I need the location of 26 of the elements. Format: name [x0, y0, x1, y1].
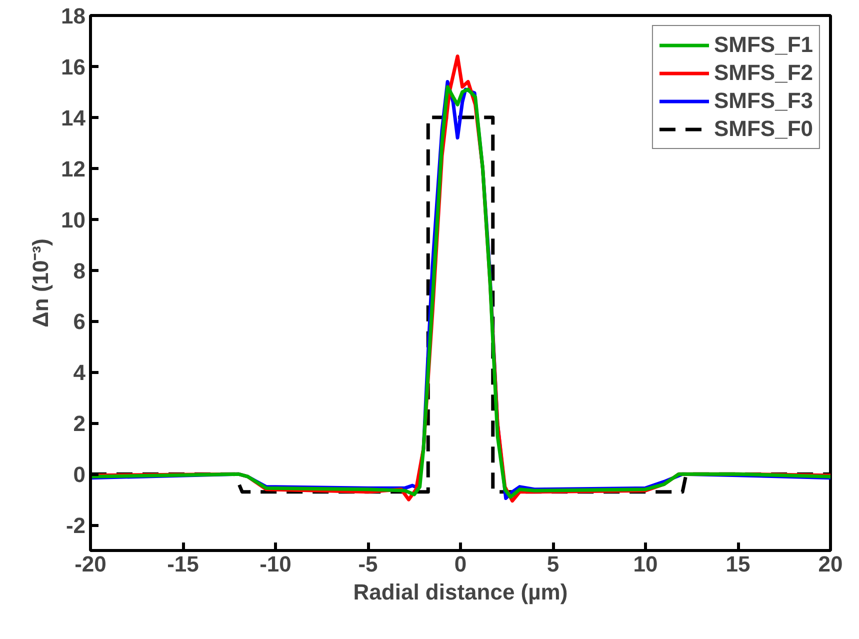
x-tick-label: 5	[546, 552, 560, 576]
y-tick-label: 2	[73, 411, 86, 436]
legend-label: SMFS_F0	[714, 116, 813, 142]
y-tick-label: 10	[61, 207, 86, 232]
x-tick-label: -5	[358, 552, 378, 576]
legend-label: SMFS_F1	[714, 32, 813, 58]
y-tick-label: 12	[61, 156, 86, 182]
y-tick-label: -2	[66, 513, 86, 538]
x-axis-title: Radial distance (µm)	[353, 580, 568, 604]
x-tick-label: 20	[818, 552, 843, 576]
x-tick-label: 15	[726, 552, 750, 576]
y-tick-label: 4	[73, 360, 86, 386]
y-tick-label: 6	[73, 309, 86, 334]
legend-label: SMFS_F2	[714, 60, 813, 86]
y-tick-label: 0	[73, 462, 86, 488]
x-tick-label: -20	[74, 552, 106, 576]
y-tick-label: 16	[61, 54, 86, 80]
x-tick-label: 0	[454, 552, 467, 576]
x-tick-label: 10	[633, 552, 658, 576]
y-tick-label: 18	[61, 4, 86, 28]
y-tick-label: 14	[61, 105, 86, 130]
x-tick-label: -15	[167, 552, 199, 576]
y-tick-label: 8	[73, 258, 86, 284]
x-tick-label: -10	[260, 552, 292, 576]
legend-label: SMFS_F3	[714, 88, 813, 114]
y-axis-title: Δn (10⁻³)	[28, 238, 54, 328]
